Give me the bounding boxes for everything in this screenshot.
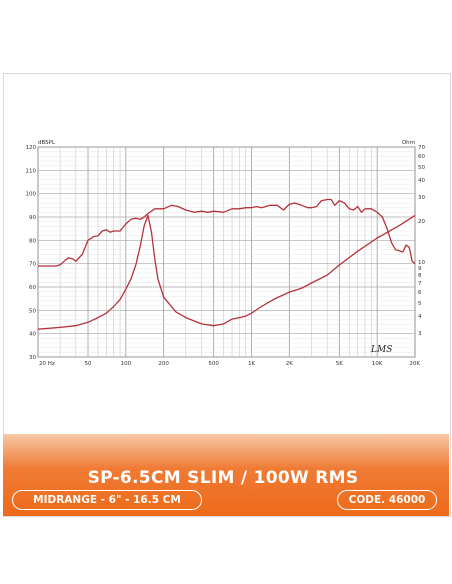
- y-left-tick-label: 100: [26, 192, 37, 198]
- product-banner: [3, 434, 449, 516]
- x-tick-label: 20K: [409, 361, 420, 367]
- x-tick-label: 1K: [248, 361, 255, 367]
- y-right-tick-label: 9: [418, 266, 422, 272]
- x-tick-label: 200: [158, 361, 169, 367]
- spl-curve: [38, 198, 416, 267]
- y-left-tick-label: 110: [26, 168, 37, 174]
- y-left-tick-label: 50: [29, 308, 36, 314]
- lms-watermark: LMS: [370, 345, 392, 355]
- y-right-tick-label: 40: [418, 178, 425, 184]
- x-tick-label: 100: [121, 361, 132, 367]
- y-left-tick-label: 90: [29, 215, 36, 221]
- product-title: SP-6.5CM SLIM / 100W RMS: [87, 468, 359, 488]
- y-left-tick-label: 60: [29, 285, 36, 291]
- y-left-axis-label: dBSPL: [38, 140, 56, 146]
- y-right-tick-label: 20: [418, 219, 425, 225]
- y-right-tick-label: 60: [418, 154, 425, 160]
- x-axis-ticks: 20 Hz 50 100 200 500 1K 2K 5K 10K 20K: [39, 361, 420, 367]
- y-right-axis-label: Ohm: [402, 140, 415, 146]
- y-left-tick-label: 80: [29, 238, 36, 244]
- y-right-tick-label: 7: [418, 281, 422, 287]
- product-type-badge: MIDRANGE - 6" - 16.5 CM: [12, 490, 202, 510]
- y-right-tick-label: 4: [418, 314, 422, 320]
- y-right-tick-label: 30: [418, 195, 425, 201]
- y-right-tick-label: 3: [418, 331, 422, 337]
- x-tick-label: 2K: [286, 361, 293, 367]
- left-axis-ticks: 120 110 100 90 80 70 60 50 40 30: [26, 145, 37, 361]
- y-right-tick-label: 8: [418, 273, 422, 279]
- x-tick-label: 50: [85, 361, 92, 367]
- y-right-tick-label: 70: [418, 145, 425, 151]
- plot-area: [37, 146, 416, 358]
- series-group: [37, 198, 416, 330]
- y-right-tick-label: 50: [418, 165, 425, 171]
- y-left-tick-label: 120: [26, 145, 37, 151]
- x-tick-label: 5K: [336, 361, 343, 367]
- y-left-tick-label: 70: [29, 262, 36, 268]
- y-left-tick-label: 40: [29, 332, 36, 338]
- x-tick-label: 500: [208, 361, 219, 367]
- impedance-curve: [37, 214, 416, 330]
- y-left-tick-label: 30: [29, 355, 36, 361]
- y-right-tick-label: 6: [418, 290, 422, 296]
- y-right-tick-label: 10: [418, 260, 425, 266]
- x-tick-label: 20 Hz: [39, 361, 55, 367]
- y-right-tick-label: 5: [418, 301, 422, 307]
- x-tick-label: 10K: [372, 361, 383, 367]
- product-code-badge: CODE. 46000: [337, 490, 437, 510]
